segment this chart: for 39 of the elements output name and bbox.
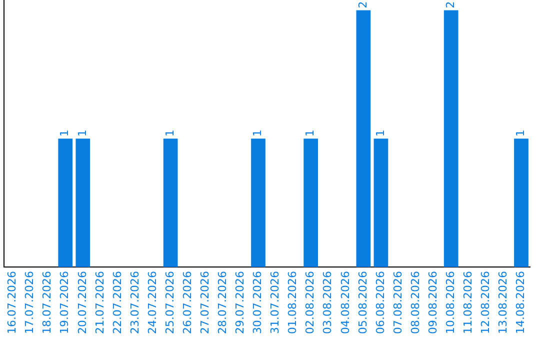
- x-tick-label: 27.07.2026: [198, 271, 212, 334]
- x-tick-label: 25.07.2026: [163, 271, 176, 334]
- x-tick-label: 31.07.2026: [268, 271, 282, 334]
- data-label: 1: [514, 130, 528, 137]
- x-tick-label: 21.07.2026: [93, 271, 106, 334]
- x-tick-label: 29.07.2026: [234, 271, 247, 334]
- x-tick-label: 24.07.2026: [146, 271, 159, 334]
- x-tick-label: 12.08.2026: [479, 271, 492, 334]
- x-tick-label: 08.08.2026: [408, 271, 422, 334]
- x-tick-label: 30.07.2026: [251, 271, 264, 334]
- x-tick-label: 14.08.2026: [514, 271, 528, 334]
- x-tick-label: 01.08.2026: [286, 271, 300, 334]
- x-tick-label: 05.08.2026: [356, 271, 370, 334]
- x-tick-label: 06.08.2026: [374, 271, 387, 334]
- x-tick-label: 11.08.2026: [461, 271, 474, 334]
- data-label: 2: [356, 1, 370, 8]
- x-tick-label: 22.07.2026: [110, 271, 124, 334]
- x-tick-label: 18.07.2026: [40, 271, 54, 334]
- data-label: 1: [163, 130, 176, 137]
- x-tick-label: 16.07.2026: [6, 271, 19, 334]
- x-tick-label: 04.08.2026: [338, 271, 352, 334]
- x-tick-label: 28.07.2026: [216, 271, 230, 334]
- data-label: 1: [374, 130, 387, 137]
- x-tick-label: 20.07.2026: [76, 271, 89, 334]
- data-label: 1: [304, 130, 317, 137]
- x-tick-label: 23.07.2026: [128, 271, 142, 334]
- x-tick-label: 17.07.2026: [23, 271, 36, 334]
- x-tick-label: 03.08.2026: [321, 271, 334, 334]
- data-label: 1: [251, 130, 264, 137]
- x-tick-label: 10.08.2026: [444, 271, 457, 334]
- x-tick-label: 02.08.2026: [304, 271, 317, 334]
- data-label: 2: [444, 1, 457, 8]
- x-tick-label: 19.07.2026: [58, 271, 72, 334]
- x-tick-label: 13.08.2026: [496, 271, 510, 334]
- x-tick-label: 07.08.2026: [391, 271, 404, 334]
- x-tick-label: 26.07.2026: [180, 271, 194, 334]
- data-label: 1: [76, 130, 89, 137]
- x-tick-label: 09.08.2026: [426, 271, 440, 334]
- data-label: 1: [58, 130, 72, 137]
